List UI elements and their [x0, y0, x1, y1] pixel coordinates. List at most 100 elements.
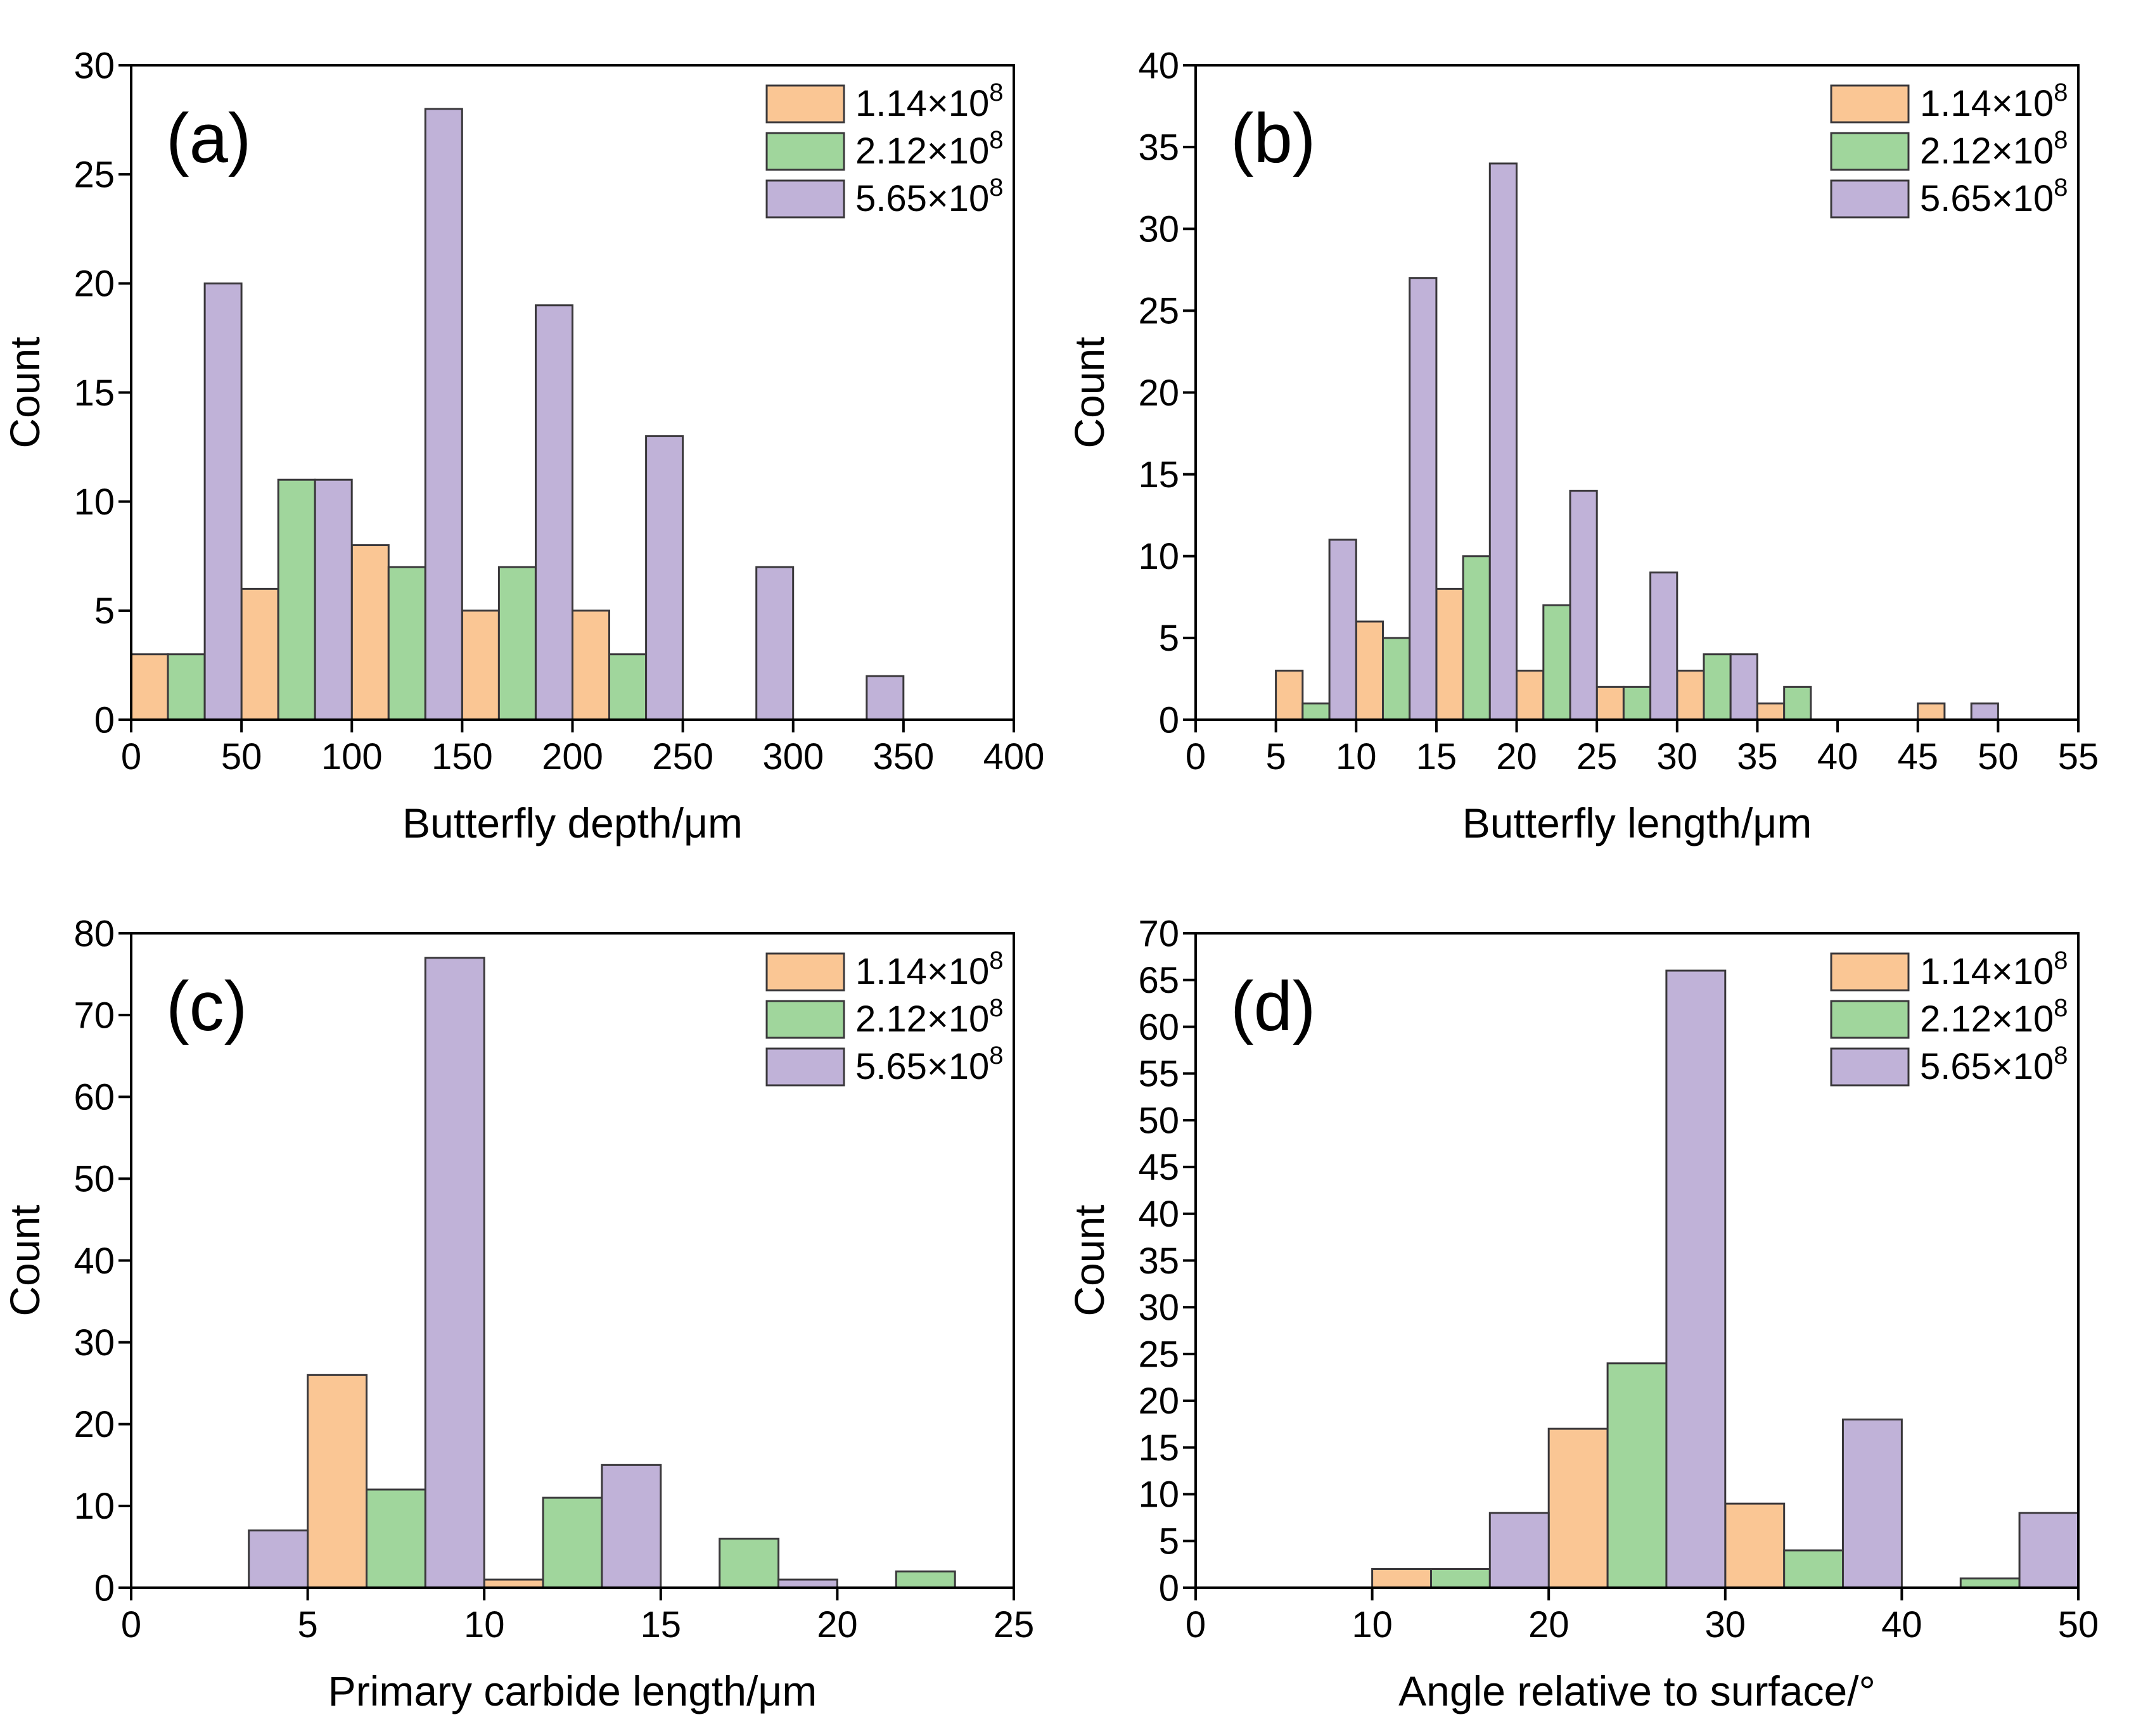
- y-tick-label: 70: [1138, 913, 1179, 954]
- x-tick-label: 15: [1416, 736, 1457, 777]
- panel-letter: (c): [166, 967, 247, 1045]
- y-tick-label: 60: [1138, 1007, 1179, 1048]
- x-tick-label: 30: [1705, 1604, 1746, 1645]
- legend-swatch: [765, 1000, 845, 1039]
- bar: [248, 1529, 309, 1589]
- bar: [1595, 686, 1625, 721]
- panel-letter: (b): [1231, 99, 1315, 177]
- y-tick-label: 50: [74, 1159, 115, 1200]
- bar: [1703, 653, 1732, 721]
- histogram-chart-c: 0 5 10 15 20 25 0 10 20 30 40 50 60 70 80 Primary carbi…: [1, 913, 1035, 1714]
- legend-label: 1.14×108: [1920, 947, 2068, 992]
- x-tick-label: 0: [121, 736, 141, 777]
- legend-swatch: [1830, 84, 1910, 124]
- x-tick-label: 20: [1528, 1604, 1570, 1645]
- x-axis-label: Butterfly depth/μm: [402, 800, 743, 846]
- bar: [240, 587, 279, 721]
- bar: [167, 653, 206, 721]
- panel-c: 0 5 10 15 20 25 0 10 20 30 40 50 60 70 80 Primary carbi…: [0, 868, 1064, 1736]
- y-tick-label: 10: [1138, 1474, 1179, 1516]
- bar: [1676, 670, 1705, 721]
- bar: [542, 1497, 603, 1589]
- x-tick-label: 350: [873, 736, 934, 777]
- legend-swatch: [1830, 1000, 1910, 1039]
- y-tick-label: 25: [1138, 291, 1179, 332]
- x-tick-label: 25: [994, 1604, 1035, 1645]
- panel-letter: (a): [166, 99, 251, 177]
- bar: [719, 1538, 780, 1589]
- bar: [307, 1374, 368, 1589]
- y-tick-label: 40: [1138, 45, 1179, 86]
- y-tick-label: 60: [74, 1077, 115, 1118]
- legend-swatch: [1830, 952, 1910, 992]
- histogram-chart-b: 0 5 10 15 20 25 30 35 40 45 50 550510152025303540Bu…: [1066, 45, 2099, 846]
- y-tick-label: 20: [74, 264, 115, 305]
- x-tick-label: 20: [817, 1604, 858, 1645]
- x-axis-label: Angle relative to surface/°: [1398, 1668, 1876, 1714]
- x-tick-label: 0: [1186, 736, 1206, 777]
- bar: [1842, 1418, 1903, 1589]
- y-tick-label: 0: [1159, 1567, 1179, 1609]
- bar: [1724, 1502, 1786, 1589]
- bar: [1301, 702, 1331, 721]
- bar: [1547, 1427, 1609, 1589]
- y-axis-label: Count: [1066, 1204, 1113, 1316]
- x-tick-label: 400: [983, 736, 1045, 777]
- y-tick-label: 20: [1138, 373, 1179, 414]
- x-tick-label: 5: [1266, 736, 1286, 777]
- y-tick-label: 25: [1138, 1334, 1179, 1375]
- x-tick-label: 40: [1881, 1604, 1922, 1645]
- bar: [387, 566, 426, 721]
- y-tick-label: 15: [1138, 1427, 1179, 1469]
- y-tick-label: 65: [1138, 960, 1179, 1001]
- legend-label: 2.12×108: [1920, 994, 2068, 1040]
- bar: [1435, 587, 1464, 721]
- y-tick-label: 55: [1138, 1054, 1179, 1095]
- x-tick-label: 30: [1657, 736, 1698, 777]
- bar: [1783, 686, 1812, 721]
- y-tick-label: 30: [74, 45, 115, 86]
- histogram-chart-a: 0 50 100 150 200 250 300 350 400 0 5 10 15 20 25 30 Butt…: [1, 45, 1045, 846]
- legend-label: 5.65×108: [1920, 1042, 2068, 1087]
- y-axis-label: Count: [1, 336, 48, 448]
- x-tick-label: 20: [1496, 736, 1537, 777]
- bar: [424, 108, 463, 721]
- y-tick-label: 30: [1138, 209, 1179, 250]
- bar: [1970, 702, 1999, 721]
- bar: [1382, 637, 1411, 721]
- legend-label: 5.65×108: [855, 1042, 1004, 1087]
- x-tick-label: 25: [1576, 736, 1618, 777]
- x-tick-label: 50: [221, 736, 262, 777]
- legend-swatch: [765, 1047, 845, 1087]
- legend-label: 1.14×108: [855, 79, 1004, 124]
- panel-b: 0 5 10 15 20 25 30 35 40 45 50 55 0 5 10 15 20 25 30 35 40 Bu…: [1064, 0, 2129, 868]
- x-tick-label: 200: [542, 736, 603, 777]
- bar: [2018, 1512, 2080, 1589]
- y-tick-label: 5: [94, 590, 115, 632]
- y-tick-label: 0: [1159, 699, 1179, 741]
- bar: [1409, 277, 1438, 721]
- legend-swatch: [1830, 132, 1910, 171]
- y-tick-label: 15: [1138, 454, 1179, 495]
- bar: [461, 610, 500, 721]
- x-tick-label: 150: [432, 736, 493, 777]
- x-axis-label: Primary carbide length/μm: [328, 1668, 817, 1714]
- bar: [497, 566, 537, 721]
- bar: [1606, 1362, 1668, 1589]
- x-tick-label: 0: [1186, 1604, 1206, 1645]
- y-axis-label: Count: [1, 1204, 48, 1316]
- x-tick-label: 10: [1352, 1604, 1393, 1645]
- y-tick-label: 30: [74, 1322, 115, 1363]
- x-tick-label: 15: [641, 1604, 682, 1645]
- bar: [1462, 555, 1491, 721]
- bar: [203, 282, 243, 721]
- legend-swatch: [765, 132, 845, 171]
- bar: [1729, 653, 1758, 721]
- x-tick-label: 100: [321, 736, 383, 777]
- y-tick-label: 20: [1138, 1381, 1179, 1422]
- bar: [130, 653, 169, 721]
- legend-label: 1.14×108: [855, 947, 1004, 992]
- y-tick-label: 25: [74, 154, 115, 195]
